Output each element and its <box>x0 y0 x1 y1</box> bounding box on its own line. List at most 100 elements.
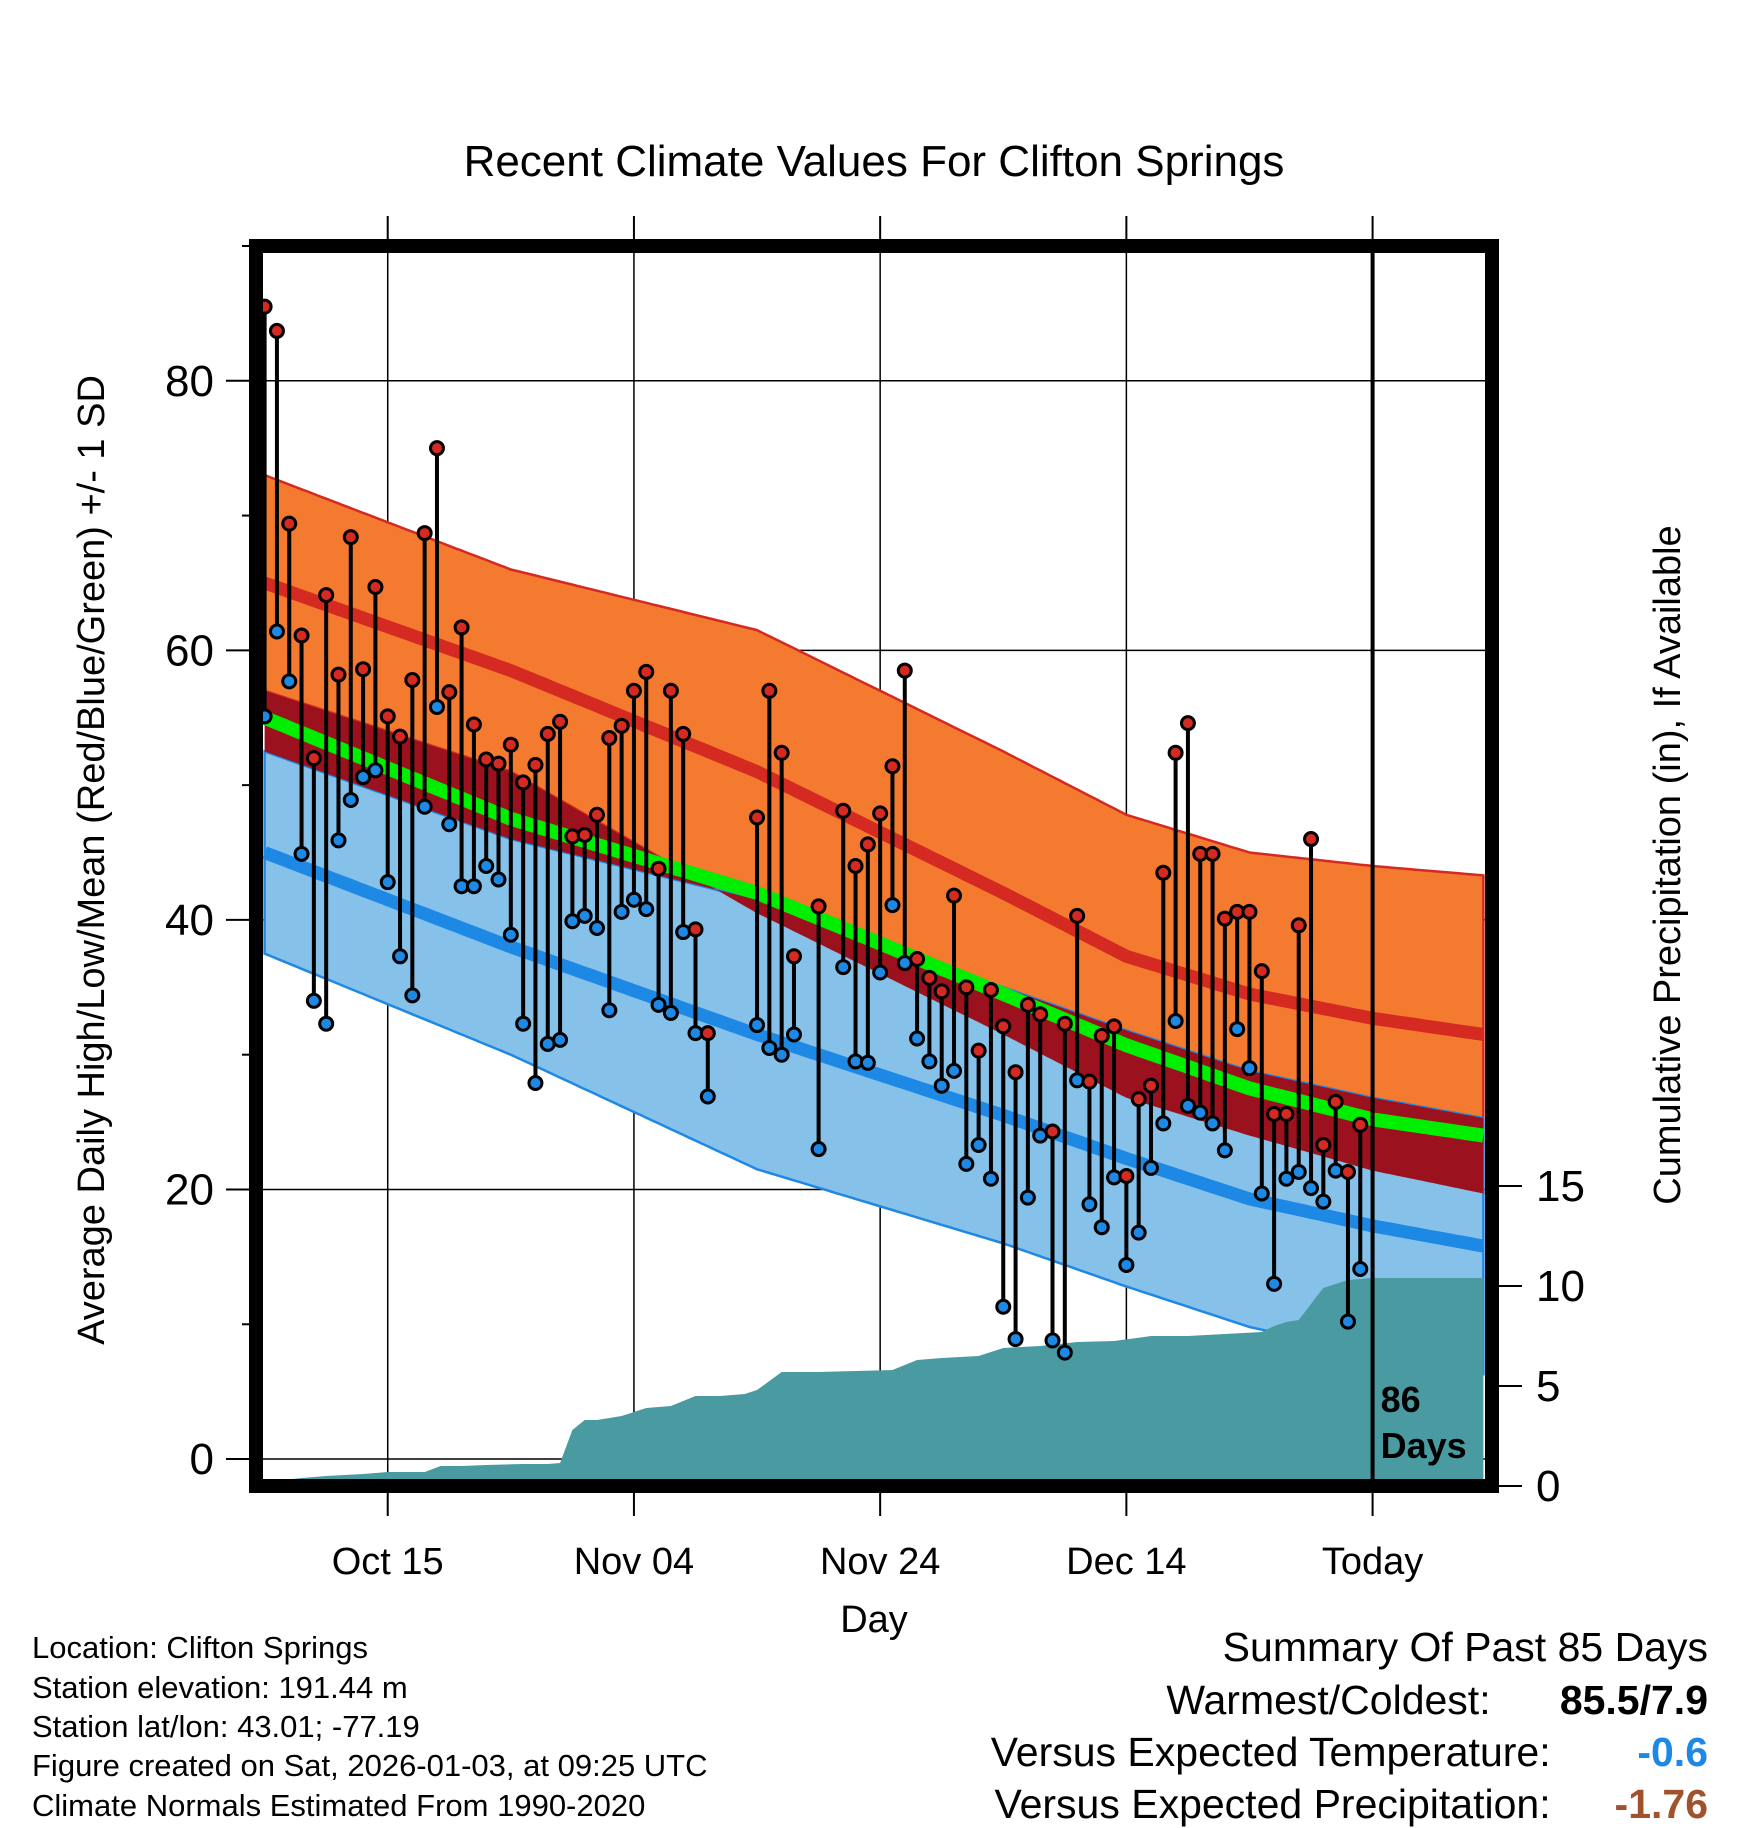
high-point <box>958 979 975 996</box>
summary-warm-cold: Warmest/Coldest: 85.5/7.9 <box>1166 1680 1708 1721</box>
high-point <box>589 806 606 823</box>
low-point <box>1204 1115 1221 1132</box>
x-tick-label: Today <box>1322 1541 1423 1583</box>
low-point <box>355 769 372 786</box>
low-point <box>958 1155 975 1172</box>
low-point <box>699 1088 716 1105</box>
high-point <box>982 982 999 998</box>
footer-created: Figure created on Sat, 2026-01-03, at 09… <box>32 1748 708 1783</box>
low-point <box>625 891 642 908</box>
summary-title: Summary Of Past 85 Days <box>1222 1624 1708 1670</box>
high-point <box>1290 917 1307 934</box>
high-point <box>921 969 938 986</box>
warm-cold-label: Warmest/Coldest: <box>1166 1677 1491 1723</box>
high-point <box>847 858 864 874</box>
x-tick-label: Nov 24 <box>820 1541 940 1583</box>
low-point <box>650 996 667 1013</box>
high-point <box>1327 1093 1344 1110</box>
y-axis-left: 0 20 40 60 80 <box>165 245 256 1484</box>
high-point <box>490 755 507 772</box>
footer-normals: Climate Normals Estimated From 1990-2020 <box>32 1788 646 1823</box>
low-point <box>465 878 482 895</box>
high-point <box>502 736 519 753</box>
high-point <box>576 827 593 843</box>
high-point <box>785 948 802 965</box>
y2-tick-label: 5 <box>1536 1362 1560 1411</box>
footer-location: Location: Clifton Springs <box>32 1630 369 1665</box>
y2-tick-label: 10 <box>1536 1262 1585 1311</box>
high-point <box>515 774 532 791</box>
low-point <box>909 1030 926 1047</box>
y-tick-label: 20 <box>165 1165 214 1214</box>
high-point <box>342 529 359 546</box>
low-point <box>638 901 655 918</box>
high-point <box>465 716 482 733</box>
high-point <box>970 1042 987 1059</box>
high-point <box>687 921 704 938</box>
temp-vs-expected-label: Versus Expected Temperature: <box>990 1729 1551 1775</box>
low-point <box>1167 1013 1184 1029</box>
high-point <box>933 983 950 1000</box>
y-tick-label: 40 <box>165 896 214 945</box>
low-point <box>281 673 298 690</box>
x-tick-label: Dec 14 <box>1066 1541 1186 1583</box>
high-point <box>379 708 396 725</box>
low-point <box>367 762 384 779</box>
low-point <box>1290 1163 1307 1180</box>
low-point <box>872 964 889 981</box>
low-point <box>1093 1219 1110 1236</box>
low-point <box>1192 1104 1209 1121</box>
today-days-count: 86 <box>1381 1379 1421 1420</box>
low-point <box>515 1015 532 1032</box>
high-point <box>810 898 827 915</box>
high-point <box>995 1018 1012 1035</box>
low-point <box>662 1004 679 1021</box>
high-point <box>749 809 766 826</box>
high-point <box>539 725 556 742</box>
low-point <box>810 1141 827 1158</box>
high-point <box>872 805 889 822</box>
low-point <box>1253 1185 1270 1202</box>
high-point <box>1352 1116 1369 1133</box>
low-point <box>1229 1021 1246 1038</box>
high-normal-line <box>262 576 1485 1041</box>
y2-tick-label: 15 <box>1536 1162 1585 1211</box>
high-point <box>896 662 913 679</box>
y2-tick-label: 0 <box>1536 1462 1560 1511</box>
low-point <box>330 832 347 849</box>
low-point <box>1241 1060 1258 1077</box>
x-tick-label: Nov 04 <box>574 1541 694 1583</box>
low-normal-line <box>262 846 1485 1253</box>
low-point <box>613 903 630 920</box>
high-point <box>613 717 630 734</box>
warm-cold-value: 85.5/7.9 <box>1559 1677 1708 1723</box>
high-point <box>650 860 667 877</box>
high-point <box>1081 1073 1098 1090</box>
low-point <box>576 907 593 924</box>
low-point <box>416 798 433 815</box>
low-point <box>379 874 396 891</box>
high-point <box>1069 907 1086 924</box>
high-point <box>416 525 433 542</box>
high-point <box>884 758 901 775</box>
high-point <box>1216 910 1233 927</box>
high-point <box>1044 1123 1061 1140</box>
high-point <box>761 682 778 699</box>
today-days-unit: Days <box>1381 1425 1467 1466</box>
high-point <box>527 756 544 773</box>
precip-vs-expected-label: Versus Expected Precipitation: <box>994 1781 1551 1827</box>
low-point <box>1044 1332 1061 1349</box>
high-point <box>859 836 876 853</box>
low-point <box>318 1015 335 1032</box>
mean-normal-line <box>261 711 1485 1143</box>
high-point <box>1130 1091 1147 1108</box>
low-point <box>1352 1261 1369 1277</box>
high-point <box>1118 1168 1135 1184</box>
high-point <box>281 515 298 532</box>
low-point <box>502 926 519 943</box>
low-point <box>982 1170 999 1187</box>
high-point <box>367 579 384 595</box>
low-point <box>342 791 359 808</box>
low-point <box>1339 1313 1356 1330</box>
high-point <box>835 802 852 819</box>
